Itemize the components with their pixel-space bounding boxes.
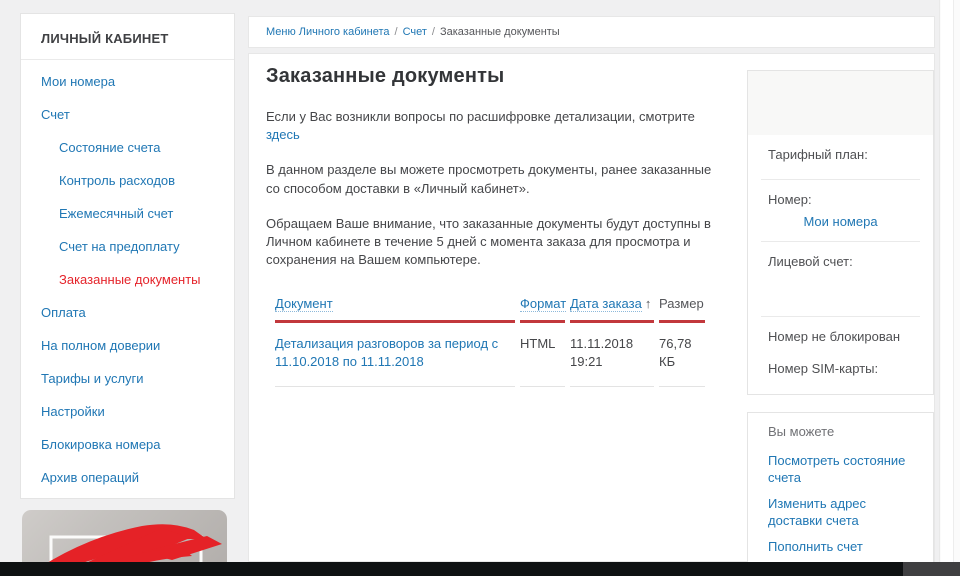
document-link[interactable]: Детализация разговоров за период с 11.10… bbox=[275, 336, 499, 369]
header-document: Документ bbox=[275, 296, 515, 324]
scrollbar-inner bbox=[941, 0, 954, 576]
sidebar-item-operations-archive[interactable]: Архив операций bbox=[41, 470, 139, 485]
sort-by-format-link[interactable]: Формат bbox=[520, 296, 567, 313]
description-paragraph: В данном разделе вы можете просмотреть д… bbox=[266, 162, 712, 196]
you-can-links: Посмотреть состояние счета Изменить адре… bbox=[761, 439, 920, 576]
header-format: Формат bbox=[520, 296, 567, 324]
breadcrumb-separator: / bbox=[431, 26, 435, 38]
sidebar-item-settings[interactable]: Настройки bbox=[41, 404, 105, 419]
breadcrumb-current: Заказанные документы bbox=[439, 26, 560, 38]
sidebar: ЛИЧНЫЙ КАБИНЕТ Мои номера Счет Состояние… bbox=[20, 13, 235, 499]
sim-number-label: Номер SIM-карты: bbox=[768, 361, 879, 376]
block-status-text: Номер не блокирован bbox=[768, 329, 901, 344]
sort-by-date-link[interactable]: Дата заказа bbox=[570, 296, 642, 313]
sidebar-item-prepay-bill[interactable]: Счет на предоплату bbox=[59, 239, 180, 254]
cell-format: HTML bbox=[520, 323, 565, 388]
sidebar-item-ordered-documents[interactable]: Заказанные документы bbox=[59, 272, 201, 287]
list-item: Пополнить счет bbox=[768, 539, 920, 556]
sidebar-item-tariffs-services[interactable]: Тарифы и услуги bbox=[41, 371, 144, 386]
bottom-edge-right-segment bbox=[903, 562, 960, 576]
breadcrumb-link-account[interactable]: Счет bbox=[402, 26, 427, 38]
spacer bbox=[761, 269, 920, 299]
divider bbox=[761, 241, 920, 242]
header-size: Размер bbox=[659, 296, 705, 324]
tariff-plan-label: Тарифный план: bbox=[768, 147, 868, 162]
cell-document: Детализация разговоров за период с 11.10… bbox=[275, 323, 515, 388]
breadcrumb: Меню Личного кабинета / Счет / Заказанны… bbox=[248, 16, 935, 48]
intro-text: Если у Вас возникли вопросы по расшифров… bbox=[266, 109, 695, 124]
details-help-link[interactable]: здесь bbox=[266, 127, 300, 143]
sidebar-title: ЛИЧНЫЙ КАБИНЕТ bbox=[41, 31, 169, 46]
subscriber-info-body: Тарифный план: Номер: Мои номера Лицевой… bbox=[748, 135, 933, 376]
header-order-date: Дата заказа ↑ bbox=[570, 296, 654, 324]
sidebar-item-my-numbers[interactable]: Мои номера bbox=[41, 74, 116, 89]
notice-paragraph: Обращаем Ваше внимание, что заказанные д… bbox=[266, 215, 711, 268]
list-item: Посмотреть состояние счета bbox=[768, 453, 920, 487]
number-label: Номер: bbox=[768, 192, 812, 207]
sidebar-nav: Мои номера Счет Состояние счета Контроль… bbox=[21, 60, 234, 485]
view-account-status-link[interactable]: Посмотреть состояние счета bbox=[768, 453, 906, 485]
table-header-row: Документ Формат Дата заказа ↑ Размер bbox=[275, 296, 934, 324]
personal-account-label: Лицевой счет: bbox=[768, 254, 853, 269]
change-bill-delivery-link[interactable]: Изменить адрес доставки счета bbox=[768, 495, 867, 528]
bottom-window-edge bbox=[0, 562, 960, 576]
sidebar-item-account[interactable]: Счет bbox=[41, 107, 70, 122]
top-up-account-link[interactable]: Пополнить счет bbox=[768, 538, 863, 554]
divider bbox=[761, 316, 920, 317]
page-title: Заказанные документы bbox=[266, 65, 505, 87]
sidebar-item-monthly-bill[interactable]: Ежемесячный счет bbox=[59, 206, 174, 221]
scrollbar-track[interactable] bbox=[939, 0, 960, 576]
intro-paragraph: Если у Вас возникли вопросы по расшифров… bbox=[266, 108, 721, 144]
header-size-label: Размер bbox=[659, 296, 704, 312]
you-can-title: Вы можете bbox=[768, 424, 835, 439]
you-can-panel: Вы можете Посмотреть состояние счета Изм… bbox=[747, 412, 934, 576]
sort-asc-icon: ↑ bbox=[644, 296, 652, 312]
my-numbers-link[interactable]: Мои номера bbox=[803, 214, 878, 229]
list-item: Изменить адрес доставки счета bbox=[768, 496, 920, 530]
breadcrumb-separator: / bbox=[394, 26, 398, 38]
subscriber-photo-placeholder bbox=[748, 71, 933, 135]
divider bbox=[761, 179, 920, 180]
cell-size: 76,78 КБ bbox=[659, 323, 705, 388]
sidebar-item-payment[interactable]: Оплата bbox=[41, 305, 86, 320]
subscriber-info-panel: Тарифный план: Номер: Мои номера Лицевой… bbox=[747, 70, 934, 395]
breadcrumb-link-cabinet-menu[interactable]: Меню Личного кабинета bbox=[266, 26, 390, 38]
sidebar-divider bbox=[21, 59, 234, 60]
sidebar-item-expense-control[interactable]: Контроль расходов bbox=[59, 173, 176, 188]
table-row: Детализация разговоров за период с 11.10… bbox=[275, 323, 934, 388]
documents-table: Документ Формат Дата заказа ↑ Размер Дета… bbox=[275, 296, 934, 388]
sidebar-item-account-status[interactable]: Состояние счета bbox=[59, 140, 161, 155]
sort-by-document-link[interactable]: Документ bbox=[275, 296, 333, 313]
sidebar-item-full-trust[interactable]: На полном доверии bbox=[41, 338, 161, 353]
cell-order-date: 11.11.2018 19:21 bbox=[570, 323, 654, 388]
sidebar-item-number-block[interactable]: Блокировка номера bbox=[41, 437, 161, 452]
